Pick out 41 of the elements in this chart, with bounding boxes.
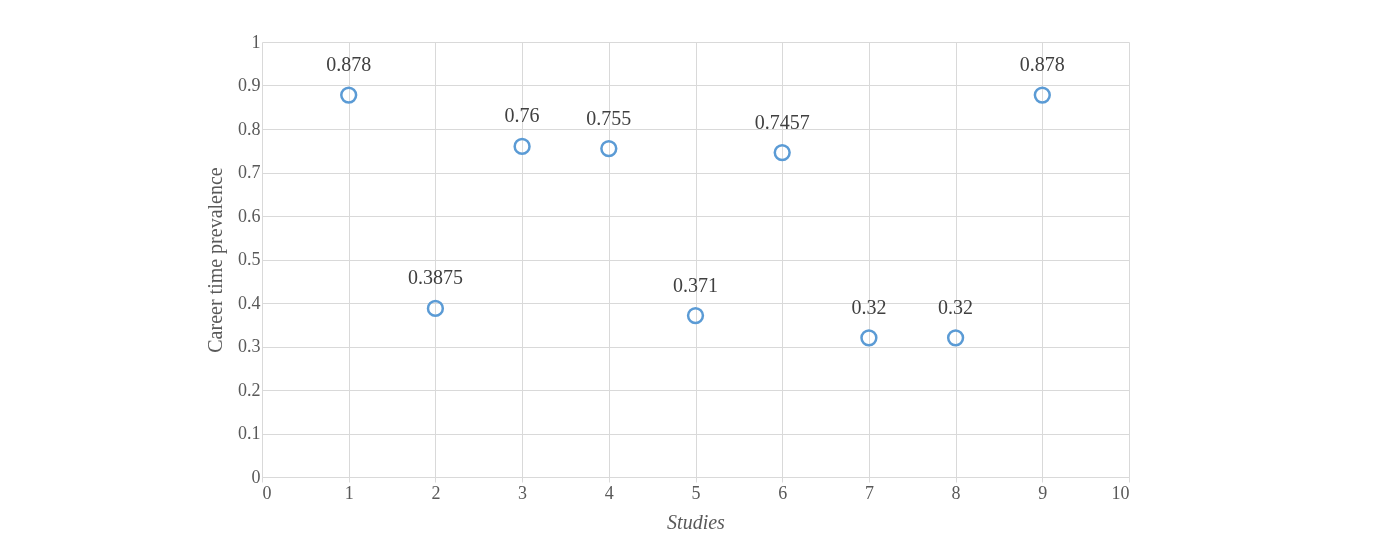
y-tick-label: 0.9 [238,75,261,95]
x-tick-label: 10 [1111,482,1130,503]
x-tick-label: 4 [604,482,614,503]
point [513,137,531,156]
point [946,329,965,347]
y-tick-label: 0.1 [238,423,261,443]
data-label: 0.371 [673,273,718,296]
y-tick-label: 0.6 [238,205,261,226]
y-tick-label: 0.5 [238,249,261,269]
x-tick-label: 6 [778,482,788,503]
x-axis-title: Studies [667,510,726,533]
point [773,143,791,162]
data-label: 0.7457 [754,110,810,133]
point [686,306,705,325]
y-tick-label: 0.8 [238,118,261,139]
point [340,86,358,104]
x-tick-label: 5 [691,482,701,503]
data-label: 0.3875 [407,266,463,289]
x-tick-label: 1 [344,482,354,503]
y-tick-label: 0.4 [238,292,261,313]
data-label: 0.76 [504,104,540,127]
x-tick-label: 7 [864,482,874,503]
y-tick-label: 0 [251,466,261,487]
y-tick-label: 1 [251,31,261,52]
data-label: 0.878 [1019,53,1065,76]
x-tick-label: 8 [951,482,961,503]
point [860,329,878,347]
y-tick-label: 0.3 [238,336,261,356]
y-tick-label: 0.2 [238,379,261,400]
y-tick-label: 0.7 [238,162,261,182]
x-tick-label: 3 [518,482,528,503]
data-label: 0.878 [326,53,372,76]
point [600,139,618,158]
x-tick-label: 9 [1038,482,1048,503]
point [1033,86,1051,104]
point [426,299,445,318]
x-tick-label: 2 [431,482,441,503]
y-axis-title: Career time prevalence [204,167,227,353]
data-label: 0.32 [851,295,887,318]
data-label: 0.755 [586,106,632,129]
data-label: 0.32 [938,295,974,318]
